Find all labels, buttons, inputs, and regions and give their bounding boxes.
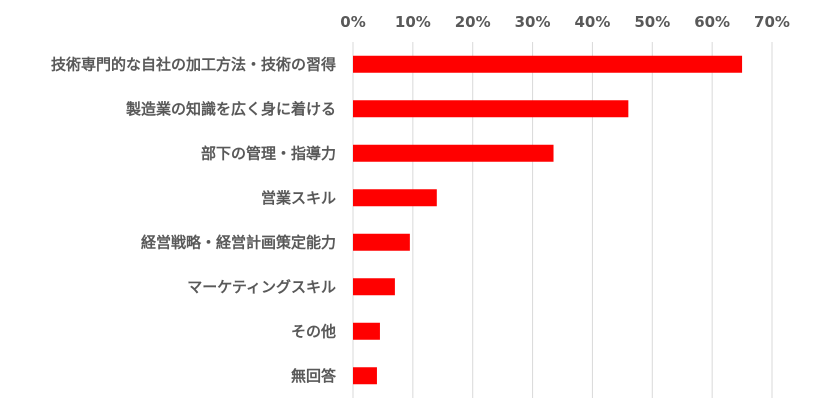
- x-tick-label: 30%: [515, 13, 551, 31]
- x-tick-label: 60%: [694, 13, 730, 31]
- category-label: 無回答: [291, 367, 337, 385]
- x-tick-label: 20%: [455, 13, 491, 31]
- bars: [353, 55, 743, 385]
- bar: [353, 278, 395, 296]
- bar: [353, 55, 743, 73]
- category-label: 製造業の知識を広く身に着ける: [125, 100, 336, 118]
- category-label: マーケティングスキル: [187, 278, 336, 296]
- category-label: 部下の管理・指導力: [201, 144, 336, 162]
- category-label: 営業スキル: [261, 189, 336, 207]
- bar: [353, 100, 629, 118]
- x-axis-ticks: 0% 10% 20% 30% 40% 50% 60% 70%: [340, 13, 790, 31]
- x-tick-label: 10%: [395, 13, 431, 31]
- category-label: その他: [291, 322, 336, 340]
- bar: [353, 144, 554, 162]
- gridlines: [352, 42, 773, 398]
- bar: [353, 322, 380, 340]
- category-label: 技術専門的な自社の加工方法・技術の習得: [51, 55, 336, 73]
- bar: [353, 189, 437, 207]
- bar: [353, 367, 377, 385]
- x-tick-label: 70%: [754, 13, 790, 31]
- category-labels: 技術専門的な自社の加工方法・技術の習得製造業の知識を広く身に着ける部下の管理・指…: [51, 55, 337, 385]
- x-tick-label: 50%: [634, 13, 670, 31]
- category-label: 経営戦略・経営計画策定能力: [141, 233, 336, 251]
- x-tick-label: 0%: [340, 13, 365, 31]
- bar: [353, 233, 410, 251]
- x-tick-label: 40%: [574, 13, 610, 31]
